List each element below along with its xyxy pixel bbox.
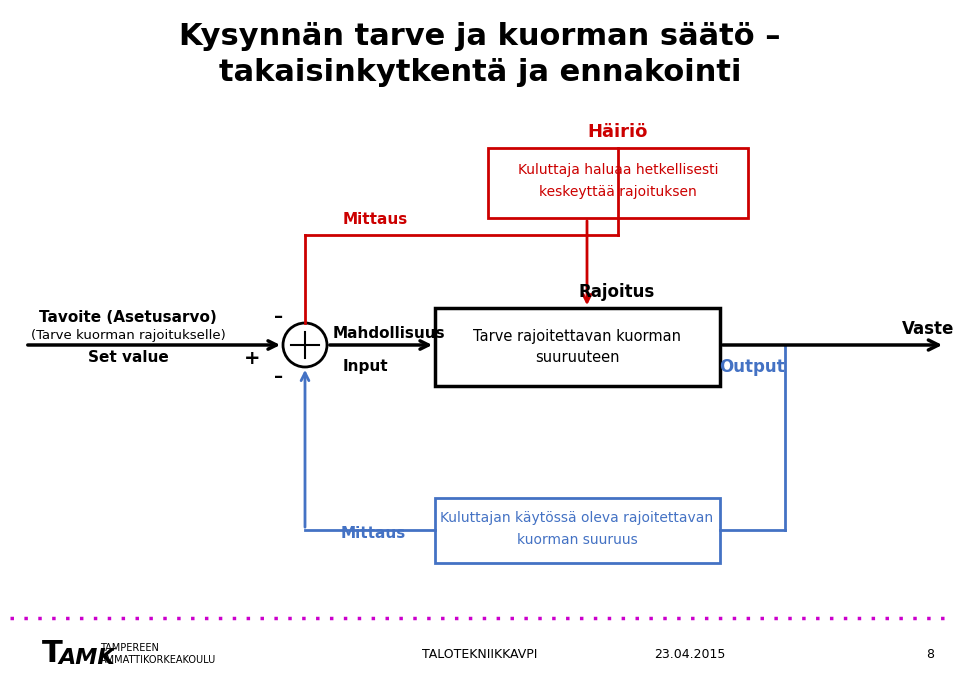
Text: kuorman suuruus: kuorman suuruus [516,533,637,547]
Text: Häiriö: Häiriö [588,123,648,141]
Text: Tarve rajoitettavan kuorman: Tarve rajoitettavan kuorman [473,329,681,343]
Text: takaisinkytkentä ja ennakointi: takaisinkytkentä ja ennakointi [219,58,741,87]
Text: TAMPEREEN: TAMPEREEN [100,643,158,653]
Text: –: – [275,368,283,386]
Text: –: – [275,308,283,326]
Text: AMMATTIKORKEAKOULU: AMMATTIKORKEAKOULU [100,655,216,665]
Text: Mittaus: Mittaus [341,527,406,542]
Text: Output: Output [719,358,785,376]
Text: (Tarve kuorman rajoitukselle): (Tarve kuorman rajoitukselle) [31,329,226,343]
Text: Kysynnän tarve ja kuorman säätö –: Kysynnän tarve ja kuorman säätö – [180,22,780,51]
Text: Kuluttaja haluaa hetkellisesti: Kuluttaja haluaa hetkellisesti [517,163,718,177]
Text: Input: Input [342,360,388,374]
Text: Tavoite (Asetusarvo): Tavoite (Asetusarvo) [39,311,217,325]
Text: +: + [244,349,260,367]
Text: Kuluttajan käytössä oleva rajoitettavan: Kuluttajan käytössä oleva rajoitettavan [441,511,713,525]
Text: 8: 8 [926,648,934,662]
FancyBboxPatch shape [435,308,720,386]
Text: AMK: AMK [58,648,114,668]
Text: Set value: Set value [87,351,168,365]
Text: Mittaus: Mittaus [343,212,408,226]
Text: TALOTEKNIIKKAVPI: TALOTEKNIIKKAVPI [422,648,538,662]
FancyBboxPatch shape [488,148,748,218]
Text: T: T [42,639,62,668]
FancyBboxPatch shape [435,498,720,563]
Text: 23.04.2015: 23.04.2015 [655,648,726,662]
Text: suuruuteen: suuruuteen [535,351,619,365]
Text: Vaste: Vaste [901,320,954,338]
Text: Mahdollisuus: Mahdollisuus [333,325,445,340]
Text: Rajoitus: Rajoitus [579,283,655,301]
Text: keskeyttää rajoituksen: keskeyttää rajoituksen [540,185,697,199]
